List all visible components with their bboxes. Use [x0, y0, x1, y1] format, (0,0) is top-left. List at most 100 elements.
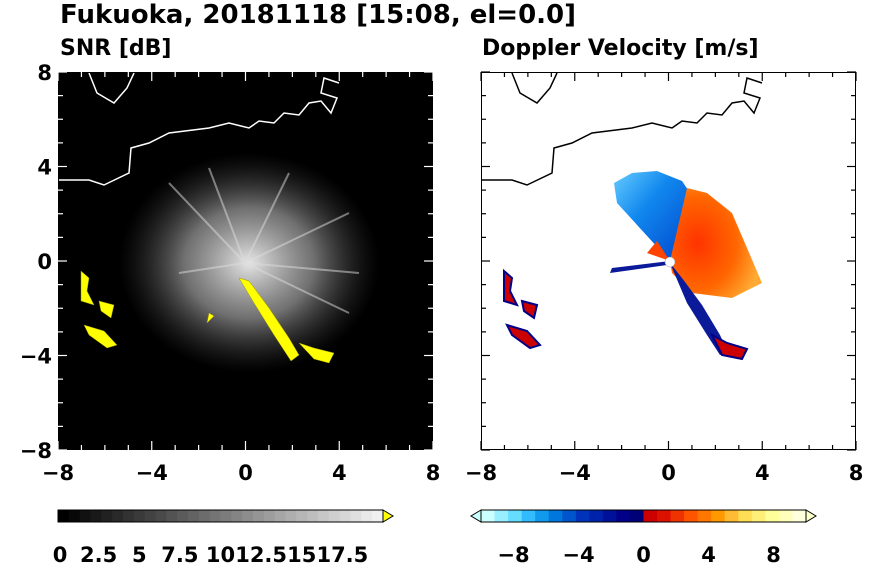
doppler-colorbar-swatch	[778, 510, 793, 522]
snr-colorbar-swatch	[285, 510, 297, 522]
snr-colorbar-swatch	[198, 510, 211, 522]
snr-colorbar-swatch	[90, 510, 102, 522]
doppler-colorbar-label: 4	[701, 543, 716, 567]
doppler-positive-region	[670, 188, 762, 298]
doppler-panel-title: Doppler Velocity [m/s]	[482, 36, 759, 61]
doppler-negative-region	[614, 171, 690, 261]
doppler-xtick-label: −8	[465, 461, 497, 485]
snr-colorbar-label: 10	[206, 543, 235, 567]
snr-colorbar-swatch	[209, 510, 221, 522]
doppler-colorbar-swatch	[602, 510, 617, 522]
snr-colorbar-swatch	[79, 510, 91, 522]
snr-colorbar-swatch	[274, 510, 286, 522]
snr-colorbar-swatch	[155, 510, 167, 522]
snr-colorbar-label: 17.5	[316, 543, 368, 567]
doppler-colorbar-swatch	[697, 510, 712, 522]
doppler-echoes-sw	[503, 268, 749, 361]
snr-colorbar-label: 0	[53, 543, 68, 567]
snr-echoes	[80, 270, 335, 364]
doppler-coastline	[482, 72, 763, 186]
doppler-colorbar-swatch	[521, 510, 536, 522]
doppler-colorbar-swatch	[508, 510, 523, 522]
doppler-colorbar-extend-min	[470, 509, 482, 523]
radar-site-marker	[664, 256, 676, 268]
snr-colorbar-swatch	[263, 510, 276, 522]
snr-xtick-label: 4	[332, 461, 347, 485]
doppler-colorbar-swatch	[643, 510, 658, 522]
snr-colorbar-swatch	[307, 510, 319, 522]
snr-field	[59, 72, 379, 373]
snr-xtick-label: −8	[42, 461, 74, 485]
snr-colorbar-swatch	[101, 510, 113, 522]
snr-xtick-label: 8	[426, 461, 441, 485]
doppler-colorbar-swatch	[792, 510, 807, 522]
snr-colorbar-swatch	[328, 510, 341, 522]
figure-title: Fukuoka, 20181118 [15:08, el=0.0]	[60, 0, 577, 30]
doppler-xtick-label: 0	[661, 461, 676, 485]
doppler-colorbar-swatch	[589, 510, 604, 522]
doppler-colorbar-swatch	[616, 510, 631, 522]
snr-xtick-label: 0	[238, 461, 253, 485]
doppler-xtick-label: 8	[849, 461, 864, 485]
snr-colorbar-label: 15	[287, 543, 316, 567]
snr-ytick-label: 0	[37, 250, 52, 274]
snr-xtick-label: −4	[136, 461, 168, 485]
doppler-colorbar-swatch	[481, 510, 496, 522]
snr-colorbar-swatch	[133, 510, 146, 522]
snr-colorbar-label: 2.5	[80, 543, 117, 567]
snr-colorbar-label: 12.5	[235, 543, 287, 567]
snr-colorbar-swatch	[339, 510, 351, 522]
doppler-colorbar-swatch	[657, 510, 672, 522]
snr-coastline	[59, 72, 340, 186]
doppler-colorbar-swatch	[575, 510, 590, 522]
snr-colorbar-swatch	[318, 510, 330, 522]
doppler-xtick-label: 4	[755, 461, 770, 485]
doppler-colorbar-swatch	[670, 510, 685, 522]
snr-colorbar-label: 7.5	[161, 543, 198, 567]
snr-panel-title: SNR [dB]	[60, 36, 172, 61]
doppler-colorbar-swatch	[684, 510, 699, 522]
snr-ytick-label: −8	[20, 439, 52, 463]
snr-colorbar-extend-max	[382, 509, 394, 523]
snr-colorbar-label: 5	[132, 543, 147, 567]
doppler-colorbar-label: −4	[562, 543, 594, 567]
snr-ytick-label: −4	[20, 345, 52, 369]
snr-colorbar-swatch	[123, 510, 135, 522]
doppler-colorbar-swatch	[765, 510, 780, 522]
snr-colorbar-swatch	[372, 510, 384, 522]
doppler-colorbar-swatch	[535, 510, 550, 522]
snr-colorbar-swatch	[166, 510, 178, 522]
doppler-colorbar-label: 8	[766, 543, 781, 567]
snr-colorbar-swatch	[350, 510, 362, 522]
snr-colorbar-swatch	[188, 510, 200, 522]
snr-colorbar-swatch	[361, 510, 373, 522]
snr-colorbar-swatch	[296, 510, 308, 522]
doppler-colorbar-swatch	[738, 510, 753, 522]
doppler-colorbar-swatch	[724, 510, 739, 522]
snr-colorbar-swatch	[144, 510, 156, 522]
doppler-colorbar-swatch	[629, 510, 644, 522]
snr-rays	[168, 167, 360, 314]
snr-colorbar-swatch	[177, 510, 189, 522]
snr-colorbar-swatch	[112, 510, 124, 522]
doppler-colorbar-swatch	[548, 510, 563, 522]
snr-colorbar-swatch	[253, 510, 265, 522]
doppler-colorbar-extend-max	[805, 509, 817, 523]
doppler-xtick-label: −4	[559, 461, 591, 485]
doppler-field	[482, 72, 763, 361]
snr-colorbar-swatch	[231, 510, 243, 522]
snr-colorbar-swatch	[220, 510, 232, 522]
snr-colorbar-swatch	[58, 510, 70, 522]
doppler-colorbar-label: 0	[636, 543, 651, 567]
doppler-colorbar-swatch	[562, 510, 577, 522]
snr-colorbar-swatch	[242, 510, 254, 522]
doppler-colorbar-swatch	[494, 510, 509, 522]
snr-ytick-label: 4	[37, 156, 52, 180]
doppler-plot-area	[481, 72, 856, 450]
snr-ytick-label: 8	[37, 61, 52, 85]
doppler-colorbar-label: −8	[497, 543, 529, 567]
doppler-colorbar-swatch	[711, 510, 726, 522]
doppler-colorbar-swatch	[751, 510, 766, 522]
snr-colorbar-swatch	[68, 510, 81, 522]
